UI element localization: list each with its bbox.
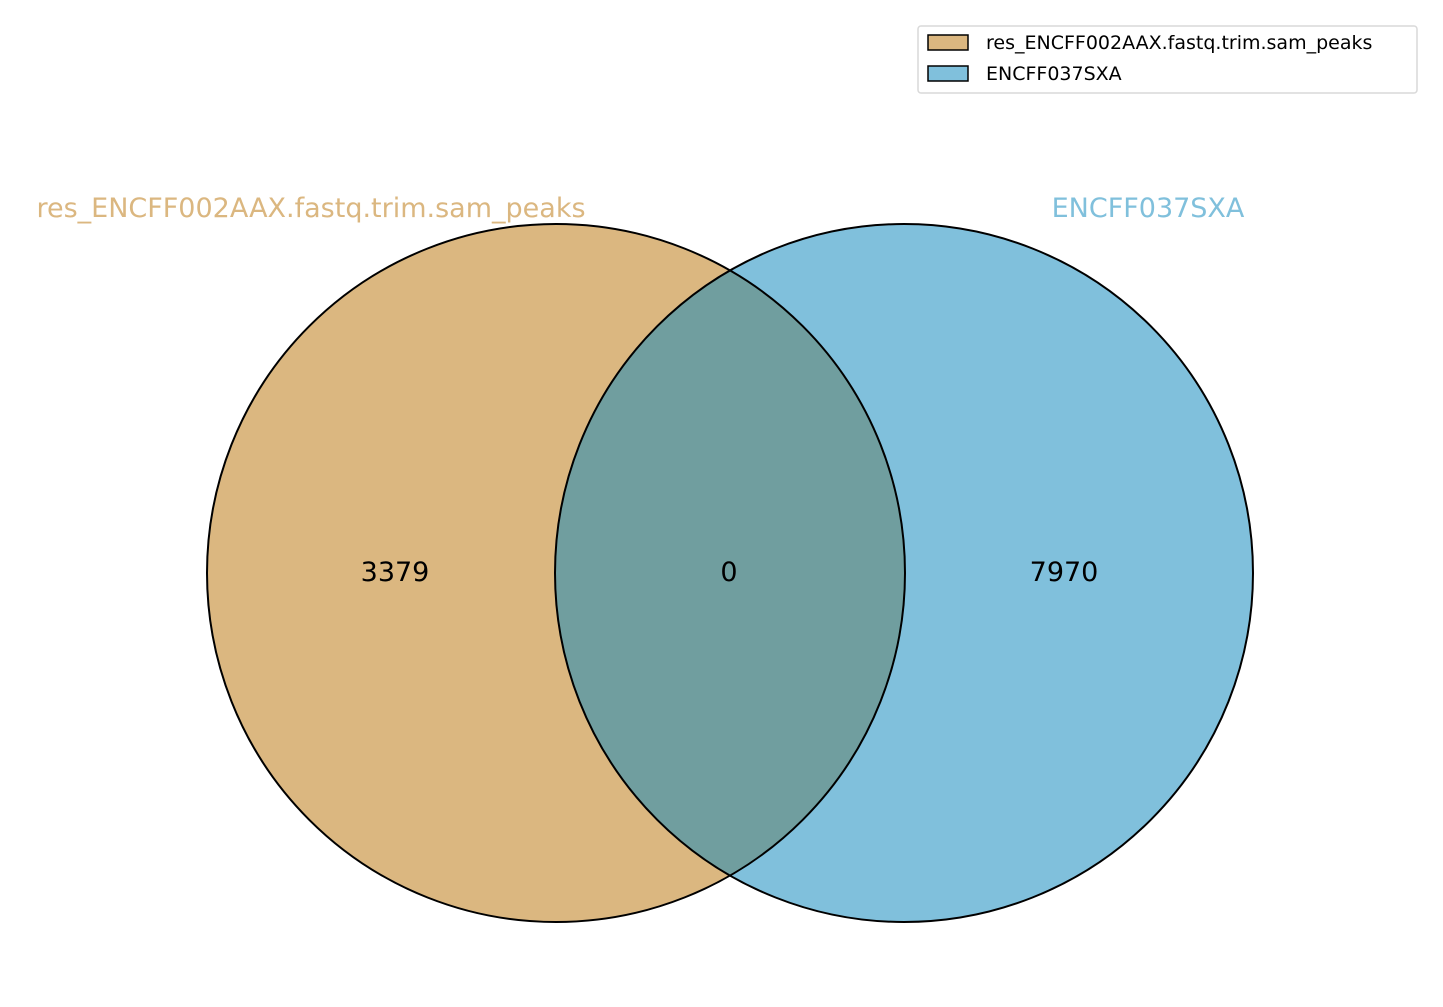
legend-swatch-set-a: [927, 34, 969, 51]
legend-label-set-b: ENCFF037SXA: [986, 63, 1122, 85]
legend-label-set-a: res_ENCFF002AAX.fastq.trim.sam_peaks: [986, 32, 1372, 54]
count-only-b: 7970: [1030, 557, 1099, 588]
legend-swatch-set-b: [927, 65, 969, 82]
set-a-title: res_ENCFF002AAX.fastq.trim.sam_peaks: [36, 193, 585, 224]
set-b-outline: [554, 223, 1254, 923]
count-only-a: 3379: [361, 557, 430, 588]
legend-frame: [917, 25, 1418, 94]
set-b-title: ENCFF037SXA: [1052, 193, 1245, 224]
count-intersection: 0: [720, 557, 737, 588]
legend: res_ENCFF002AAX.fastq.trim.sam_peaks ENC…: [917, 25, 1418, 94]
set-a-outline: [206, 223, 906, 923]
